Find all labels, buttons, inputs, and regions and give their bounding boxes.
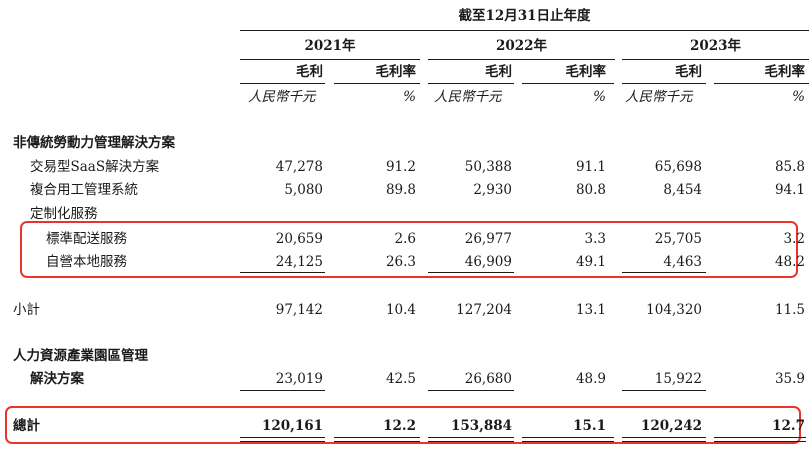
unit-percent-2022: %	[593, 89, 606, 105]
cell-gross-profit-2022: 2,930	[473, 182, 512, 198]
cell-gross-profit-2022: 26,977	[464, 231, 512, 247]
year-2023-header: 2023年	[689, 38, 742, 54]
total-double-rule	[714, 437, 806, 442]
cell-gross-profit-2021: 23,019	[275, 371, 323, 387]
cell-margin-2023: 35.9	[774, 371, 805, 387]
cell-gross-profit-2021: 97,142	[275, 302, 323, 318]
cell-gross-profit-2021: 24,125	[275, 254, 323, 270]
row-label: 標準配送服務	[46, 231, 127, 247]
total-rule	[240, 390, 325, 391]
year-2022-underline	[428, 59, 615, 60]
total-double-rule	[428, 437, 514, 442]
cell-gross-profit-2023: 104,320	[646, 302, 702, 318]
cell-margin-2022: 15.1	[573, 418, 606, 434]
year-2022-header: 2022年	[495, 38, 548, 54]
cell-gross-profit-2022: 26,680	[464, 371, 512, 387]
highlight-box-custom-services	[20, 221, 798, 278]
cell-margin-2021: 91.2	[385, 159, 416, 175]
row-label: 自營本地服務	[46, 254, 127, 270]
year-2021-underline	[240, 59, 420, 60]
col-underline	[334, 83, 420, 84]
section1-title: 非傳統勞動力管理解決方案	[13, 135, 175, 151]
subtotal-label: 小計	[13, 302, 40, 318]
col-margin-2023: 毛利率	[764, 64, 806, 80]
subtotal-rule	[622, 272, 706, 273]
cell-gross-profit-2023: 15,922	[654, 371, 702, 387]
total-double-rule	[622, 437, 706, 442]
cell-margin-2021: 89.8	[385, 182, 416, 198]
cell-gross-profit-2021: 47,278	[275, 159, 323, 175]
unit-currency-2022: 人民幣千元	[434, 89, 502, 105]
total-double-rule	[334, 437, 420, 442]
unit-percent-2023: %	[792, 89, 805, 105]
subtotal-rule	[428, 272, 514, 273]
cell-margin-2022: 49.1	[575, 254, 606, 270]
col-margin-2021: 毛利率	[375, 64, 417, 80]
cell-gross-profit-2022: 50,388	[464, 159, 512, 175]
row-label: 解決方案	[30, 371, 84, 387]
col-underline	[522, 83, 614, 84]
cell-gross-profit-2023: 4,463	[663, 254, 702, 270]
cell-margin-2023: 48.2	[774, 254, 805, 270]
year-2023-underline	[622, 59, 809, 60]
col-underline	[428, 83, 514, 84]
cell-gross-profit-2022: 127,204	[456, 302, 512, 318]
unit-currency-2023: 人民幣千元	[625, 89, 693, 105]
col-gross-profit-2022: 毛利	[485, 64, 512, 80]
cell-margin-2021: 10.4	[385, 302, 416, 318]
cell-margin-2021: 42.5	[385, 371, 416, 387]
cell-margin-2022: 3.3	[584, 231, 606, 247]
row-label: 複合用工管理系統	[30, 182, 138, 198]
highlight-box-total	[5, 406, 801, 444]
row-label: 交易型SaaS解決方案	[30, 159, 160, 175]
cell-gross-profit-2021: 20,659	[275, 231, 323, 247]
total-label: 總計	[13, 418, 40, 434]
unit-percent-2021: %	[403, 89, 416, 105]
cell-gross-profit-2023: 8,454	[663, 182, 702, 198]
col-gross-profit-2023: 毛利	[675, 64, 702, 80]
cell-margin-2022: 91.1	[575, 159, 606, 175]
total-double-rule	[522, 437, 614, 442]
cell-margin-2023: 94.1	[774, 182, 805, 198]
cell-margin-2023: 85.8	[774, 159, 805, 175]
cell-gross-profit-2023: 120,242	[640, 418, 702, 434]
total-rule	[622, 390, 706, 391]
total-rule	[428, 390, 514, 391]
cell-margin-2021: 2.6	[394, 231, 416, 247]
period-underline	[240, 30, 809, 31]
cell-gross-profit-2021: 5,080	[284, 182, 323, 198]
subtotal-rule	[240, 272, 325, 273]
section2-title: 人力資源產業園區管理	[13, 348, 148, 364]
col-margin-2022: 毛利率	[565, 64, 607, 80]
col-underline	[240, 83, 325, 84]
cell-margin-2023: 11.5	[774, 302, 805, 318]
cell-margin-2021: 26.3	[385, 254, 416, 270]
col-underline	[622, 83, 706, 84]
col-gross-profit-2021: 毛利	[296, 64, 323, 80]
cell-margin-2021: 12.2	[383, 418, 416, 434]
col-underline	[714, 83, 809, 84]
cell-gross-profit-2023: 65,698	[654, 159, 702, 175]
cell-margin-2023: 12.7	[772, 418, 805, 434]
cell-gross-profit-2023: 25,705	[654, 231, 702, 247]
subgroup-label: 定制化服務	[30, 206, 98, 222]
total-double-rule	[240, 437, 325, 442]
cell-gross-profit-2021: 120,161	[261, 418, 323, 434]
period-header: 截至12月31日止年度	[458, 8, 591, 24]
cell-margin-2022: 80.8	[575, 182, 606, 198]
cell-margin-2022: 13.1	[575, 302, 606, 318]
cell-margin-2022: 48.9	[575, 371, 606, 387]
cell-gross-profit-2022: 153,884	[450, 418, 512, 434]
cell-gross-profit-2022: 46,909	[464, 254, 512, 270]
cell-margin-2023: 3.2	[783, 231, 805, 247]
unit-currency-2021: 人民幣千元	[248, 89, 316, 105]
year-2021-header: 2021年	[304, 38, 356, 54]
